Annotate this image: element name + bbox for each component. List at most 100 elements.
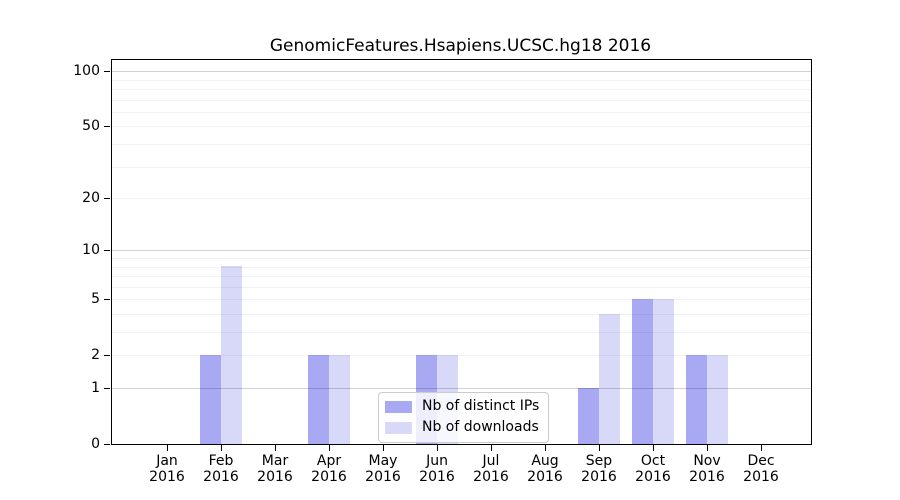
- gridline-major-100: [112, 71, 811, 73]
- bar-apr-distinct-ips: [308, 355, 329, 444]
- y-tick-label-0: 0: [91, 436, 100, 452]
- gridline-minor-5: [112, 299, 811, 301]
- x-tick-month: Nov: [693, 453, 721, 469]
- y-tick-mark-100: [104, 71, 110, 73]
- x-tick-year: 2016: [149, 469, 185, 485]
- x-tick-month: May: [368, 453, 398, 469]
- x-tick-year: 2016: [743, 469, 779, 485]
- bar-apr-downloads: [329, 355, 350, 444]
- x-tick-mark-apr: [329, 445, 330, 451]
- y-tick-label-1: 1: [91, 380, 100, 396]
- x-tick-year: 2016: [257, 469, 293, 485]
- x-tick-month: Dec: [747, 453, 775, 469]
- x-tick-label-aug: Aug 2016: [513, 453, 577, 485]
- x-tick-year: 2016: [581, 469, 617, 485]
- x-tick-month: Feb: [208, 453, 234, 469]
- gridline-minor-70: [112, 99, 811, 101]
- y-tick-mark-0: [104, 444, 110, 445]
- x-tick-month: Jun: [426, 453, 448, 469]
- legend: Nb of distinct IPs Nb of downloads: [378, 392, 550, 443]
- x-tick-label-feb: Feb 2016: [189, 453, 253, 485]
- y-tick-label-20: 20: [82, 190, 100, 206]
- y-tick-mark-1: [104, 388, 110, 389]
- x-tick-year: 2016: [527, 469, 563, 485]
- x-tick-mark-sep: [599, 445, 600, 451]
- x-tick-mark-may: [383, 445, 384, 451]
- gridline-minor-8: [112, 266, 811, 268]
- x-tick-mark-oct: [653, 445, 654, 451]
- x-tick-label-apr: Apr 2016: [297, 453, 361, 485]
- gridline-minor-2: [112, 355, 811, 357]
- legend-swatch-downloads: [385, 421, 412, 434]
- y-tick-mark-10: [104, 250, 110, 252]
- gridline-minor-7: [112, 276, 811, 277]
- x-tick-month: Jan: [156, 453, 178, 469]
- x-tick-mark-feb: [221, 445, 222, 451]
- gridline-minor-40: [112, 143, 811, 145]
- x-tick-label-nov: Nov 2016: [675, 453, 739, 485]
- legend-item-distinct-ips: Nb of distinct IPs: [385, 398, 539, 415]
- gridline-minor-50: [112, 126, 811, 128]
- x-tick-mark-dec: [761, 445, 762, 451]
- y-tick-label-5: 5: [91, 291, 100, 308]
- legend-label-downloads: Nb of downloads: [422, 419, 539, 435]
- bar-nov-downloads: [707, 355, 728, 444]
- y-tick-label-50: 50: [82, 118, 100, 135]
- x-tick-year: 2016: [419, 469, 455, 485]
- bar-feb-downloads: [221, 266, 242, 444]
- y-tick-mark-2: [104, 355, 110, 357]
- gridline-minor-80: [112, 88, 811, 90]
- bar-nov-distinct-ips: [686, 355, 707, 444]
- x-tick-label-jun: Jun 2016: [405, 453, 469, 485]
- gridline-minor-6: [112, 286, 811, 288]
- x-tick-mark-aug: [545, 445, 546, 451]
- x-tick-month: Mar: [261, 453, 289, 469]
- x-tick-label-jan: Jan 2016: [135, 453, 199, 485]
- x-tick-year: 2016: [203, 469, 239, 485]
- x-tick-year: 2016: [689, 469, 725, 485]
- gridline-minor-90: [112, 79, 811, 81]
- plot-area: 0 1 2 5 10 20 50 100 Jan 2016 Feb 2016 Mar 2016 Apr 20…: [73, 59, 812, 485]
- x-tick-label-sep: Sep 2016: [567, 453, 631, 485]
- x-tick-mark-mar: [275, 445, 276, 451]
- gridline-minor-4: [112, 314, 811, 315]
- x-tick-year: 2016: [365, 469, 401, 485]
- x-tick-label-jul: Jul 2016: [459, 453, 523, 485]
- x-tick-mark-jul: [491, 445, 492, 451]
- x-tick-mark-nov: [707, 445, 708, 451]
- y-tick-mark-20: [104, 198, 110, 199]
- x-tick-year: 2016: [473, 469, 509, 485]
- bar-oct-distinct-ips: [632, 299, 653, 444]
- bar-sep-distinct-ips: [578, 387, 599, 444]
- gridline-minor-20: [112, 198, 811, 199]
- x-tick-year: 2016: [635, 469, 671, 485]
- x-tick-mark-jan: [167, 445, 168, 451]
- x-tick-label-oct: Oct 2016: [621, 453, 685, 485]
- x-tick-month: Jul: [482, 453, 500, 469]
- gridline-major-1: [112, 388, 811, 389]
- gridline-minor-9: [112, 258, 811, 259]
- x-tick-month: Oct: [640, 453, 666, 469]
- x-tick-mark-jun: [437, 445, 438, 451]
- legend-label-distinct-ips: Nb of distinct IPs: [422, 398, 540, 414]
- y-tick-label-2: 2: [91, 347, 100, 364]
- x-tick-label-may: May 2016: [351, 453, 415, 485]
- chart-title: GenomicFeatures.Hsapiens.UCSC.hg18 2016: [269, 36, 652, 56]
- y-tick-mark-50: [104, 126, 110, 128]
- gridline-major-10: [112, 250, 811, 252]
- x-tick-label-dec: Dec 2016: [729, 453, 793, 485]
- legend-item-downloads: Nb of downloads: [385, 419, 539, 436]
- gridline-minor-60: [112, 111, 811, 113]
- y-tick-label-100: 100: [73, 63, 100, 80]
- bar-oct-downloads: [653, 299, 674, 444]
- x-tick-month: Aug: [531, 453, 559, 469]
- x-tick-label-mar: Mar 2016: [243, 453, 307, 485]
- bar-feb-distinct-ips: [200, 355, 221, 444]
- y-tick-mark-5: [104, 299, 110, 301]
- y-tick-label-10: 10: [82, 242, 100, 259]
- gridline-minor-30: [112, 166, 811, 168]
- x-tick-month: Apr: [316, 453, 342, 469]
- x-tick-month: Sep: [585, 453, 613, 469]
- x-tick-year: 2016: [311, 469, 347, 485]
